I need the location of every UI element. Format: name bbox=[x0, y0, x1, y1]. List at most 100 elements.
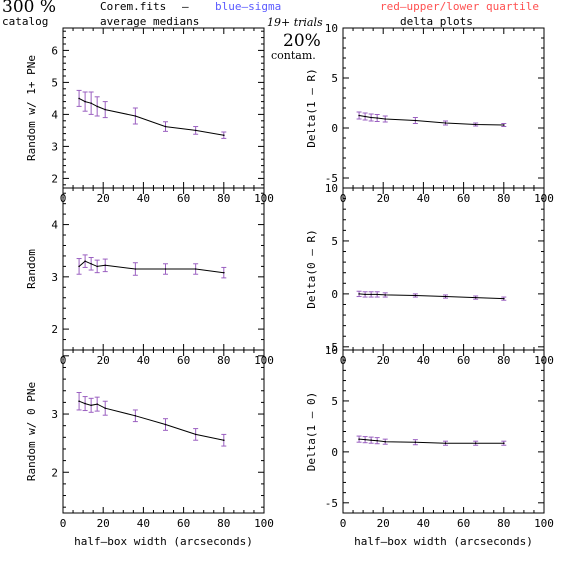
x-tick-label: 0 bbox=[340, 517, 347, 530]
x-tick-label: 60 bbox=[177, 192, 190, 205]
data-point bbox=[134, 414, 137, 417]
data-point bbox=[503, 124, 505, 126]
series-line bbox=[359, 115, 504, 126]
delta-plots-label: delta plots bbox=[400, 15, 473, 28]
y-tick-label: 4 bbox=[51, 219, 58, 232]
data-point bbox=[474, 442, 477, 445]
x-tick-label: 60 bbox=[457, 192, 470, 205]
plot-frame bbox=[62, 27, 265, 189]
data-point bbox=[384, 440, 387, 443]
data-point bbox=[164, 423, 167, 426]
data-point bbox=[96, 265, 98, 268]
data-point bbox=[84, 402, 86, 405]
data-point bbox=[474, 123, 477, 126]
contamination-percent: 20% bbox=[283, 31, 321, 51]
data-point bbox=[84, 260, 86, 262]
data-point bbox=[370, 439, 372, 441]
plot-frame bbox=[342, 27, 545, 189]
x-tick-label: 100 bbox=[534, 517, 554, 530]
y-axis-label: Delta(0 – R) bbox=[305, 229, 318, 308]
data-point bbox=[503, 442, 505, 445]
series-line bbox=[78, 260, 224, 274]
x-tick-label: 80 bbox=[497, 192, 510, 205]
y-tick-label: 3 bbox=[51, 271, 58, 284]
x-tick-label: 40 bbox=[137, 354, 150, 367]
data-point bbox=[223, 439, 225, 442]
y-tick-label: 2 bbox=[51, 466, 58, 479]
y-axis-label: Delta(1 – 0) bbox=[305, 392, 318, 471]
data-point bbox=[104, 407, 107, 410]
x-tick-label: 60 bbox=[177, 354, 190, 367]
data-point bbox=[104, 108, 107, 111]
x-tick-label: 80 bbox=[497, 354, 510, 367]
x-tick-label: 40 bbox=[417, 192, 430, 205]
y-tick-label: 0 bbox=[331, 122, 338, 135]
data-point bbox=[96, 105, 98, 108]
data-point bbox=[370, 116, 372, 119]
y-tick-label: 10 bbox=[325, 182, 338, 195]
data-point bbox=[84, 100, 86, 103]
data-point bbox=[376, 439, 378, 442]
y-tick-label: 10 bbox=[325, 22, 338, 35]
y-tick-label: 3 bbox=[51, 408, 58, 421]
y-tick-label: 10 bbox=[325, 344, 338, 357]
x-tick-label: 80 bbox=[217, 192, 230, 205]
data-point bbox=[78, 400, 80, 403]
y-axis-label: Random w/ 0 PNe bbox=[25, 382, 38, 481]
y-tick-label: 3 bbox=[51, 140, 58, 153]
data-point bbox=[358, 114, 360, 117]
y-tick-label: -5 bbox=[325, 497, 338, 510]
y-tick-label: 5 bbox=[51, 76, 58, 89]
x-tick-label: 0 bbox=[60, 517, 67, 530]
series-line bbox=[359, 438, 504, 444]
x-tick-label: 40 bbox=[417, 517, 430, 530]
y-tick-label: 5 bbox=[331, 395, 338, 408]
x-tick-label: 80 bbox=[217, 517, 230, 530]
data-point bbox=[364, 115, 366, 118]
panel-random-0: 0 20 40 60 80 100 2 3 Random w/ 0 PNe half–box wi… bbox=[25, 349, 274, 548]
data-point bbox=[376, 117, 378, 119]
x-tick-label: 20 bbox=[377, 354, 390, 367]
x-tick-label: 20 bbox=[377, 192, 390, 205]
data-point bbox=[364, 293, 366, 296]
x-tick-label: 20 bbox=[377, 517, 390, 530]
red-quartile-label: red–upper/lower quartile bbox=[380, 0, 539, 13]
y-tick-label: 0 bbox=[331, 288, 338, 301]
data-point bbox=[134, 115, 137, 117]
data-point bbox=[444, 295, 447, 298]
data-point bbox=[358, 438, 360, 440]
data-point bbox=[194, 129, 197, 132]
data-point bbox=[223, 134, 225, 136]
series-line bbox=[78, 400, 224, 441]
data-point bbox=[414, 441, 417, 443]
y-axis-label: Delta(1 – R) bbox=[305, 68, 318, 147]
data-point bbox=[414, 294, 417, 297]
y-tick-label: 2 bbox=[51, 172, 58, 185]
plot-frame bbox=[342, 187, 545, 351]
series-line bbox=[78, 97, 224, 136]
x-tick-label: 20 bbox=[97, 192, 110, 205]
trials-label: 19+ trials bbox=[267, 16, 323, 29]
y-tick-label: 5 bbox=[331, 235, 338, 248]
y-tick-label: 4 bbox=[51, 108, 58, 121]
y-axis-label: Random bbox=[25, 249, 38, 289]
data-point bbox=[444, 442, 447, 445]
x-axis-label: half–box width (arcseconds) bbox=[354, 535, 533, 548]
plot-frame bbox=[342, 349, 545, 514]
series-line bbox=[359, 293, 504, 300]
data-point bbox=[78, 265, 80, 268]
data-point bbox=[90, 102, 92, 104]
data-point bbox=[474, 296, 477, 299]
average-medians-label: average medians bbox=[100, 15, 200, 28]
data-point bbox=[503, 297, 505, 300]
data-point bbox=[223, 271, 225, 274]
x-tick-label: 40 bbox=[137, 517, 150, 530]
x-tick-label: 60 bbox=[457, 517, 470, 530]
data-point bbox=[90, 262, 92, 265]
